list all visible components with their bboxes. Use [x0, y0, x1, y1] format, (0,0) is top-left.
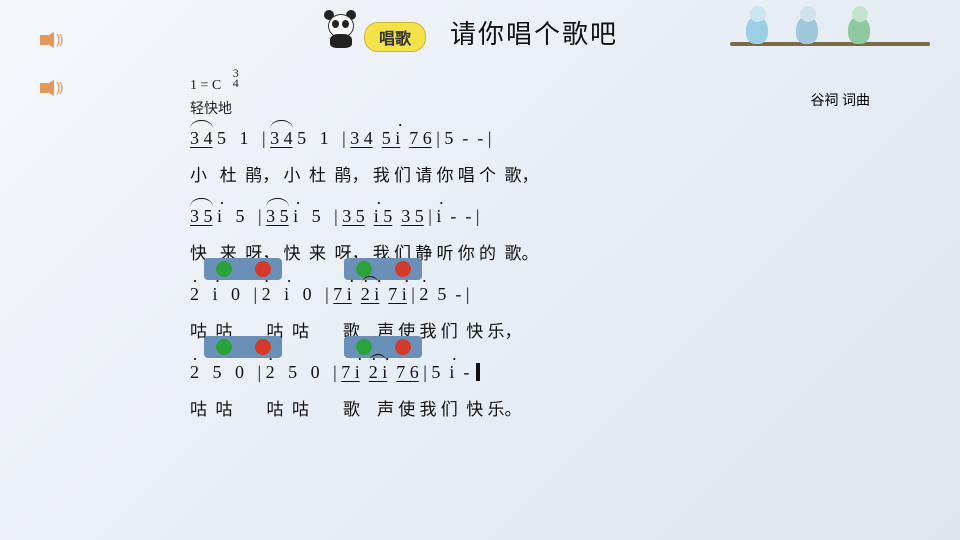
tempo-marking: 轻快地	[190, 98, 239, 118]
notation-row: 3 5 i 5 | 3 5 i 5 | 3 5 i 5 3 5 | i - - …	[190, 206, 870, 227]
score-meta: 1 = C 3 4 轻快地	[190, 68, 239, 118]
notation-row: 2 5 0 | 2 5 0 | 7 i 2 i 7 6 | 5 i -	[190, 362, 870, 383]
score-line-2: 3 5 i 5 | 3 5 i 5 | 3 5 i 5 3 5 | i - - …	[190, 206, 870, 264]
score-line-3: 2 i 0 | 2 i 0 | 7 i 2 i 7 i | 2 5 - | 咕 …	[190, 284, 870, 342]
score-line-4: 2 5 0 | 2 5 0 | 7 i 2 i 7 6 | 5 i - 咕 咕 …	[190, 362, 870, 420]
light-indicator	[344, 258, 422, 280]
song-title: 请你唱个歌吧	[450, 14, 618, 51]
final-barline	[476, 363, 480, 381]
speaker-icon[interactable]: ⸩	[40, 28, 68, 52]
song-badge: 唱歌	[364, 22, 426, 52]
score-line-1: 3 4 5 1 | 3 4 5 1 | 3 4 5 i 7 6 | 5 - - …	[190, 128, 870, 186]
composer-credits: 谷祠 词曲	[811, 90, 871, 110]
lyrics-row: 小 杜 鹃， 小 杜 鹃， 我 们 请 你 唱 个 歌，	[190, 161, 870, 186]
panda-icon	[320, 6, 362, 48]
notation-row: 2 i 0 | 2 i 0 | 7 i 2 i 7 i | 2 5 - |	[190, 284, 870, 305]
speaker-icons: ⸩ ⸩	[40, 28, 68, 124]
birds-illustration	[730, 0, 930, 70]
notation-row: 3 4 5 1 | 3 4 5 1 | 3 4 5 i 7 6 | 5 - - …	[190, 128, 870, 149]
music-sheet: 3 4 5 1 | 3 4 5 1 | 3 4 5 i 7 6 | 5 - - …	[190, 128, 870, 440]
lyrics-row: 咕 咕 咕 咕 歌 声 使 我 们 快 乐。	[190, 395, 870, 420]
lyrics-row: 快 来 呀， 快 来 呀， 我 们 静 听 你 的 歌。	[190, 239, 870, 264]
key-signature: 1 = C	[190, 78, 221, 93]
speaker-icon[interactable]: ⸩	[40, 76, 68, 100]
timesig-bottom: 4	[233, 76, 239, 90]
lyrics-row: 咕 咕 咕 咕 歌 声 使 我 们 快 乐，	[190, 317, 870, 342]
